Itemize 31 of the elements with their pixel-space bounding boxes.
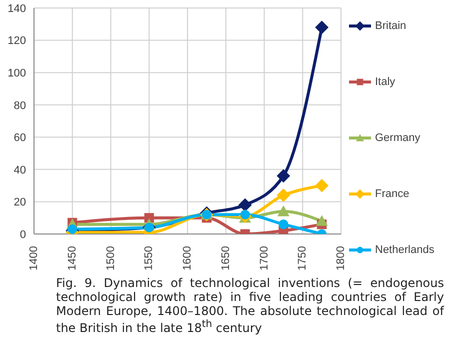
point: [316, 215, 328, 226]
x-tick-label: 1550: [143, 246, 156, 270]
point: [278, 220, 288, 230]
legend-label: Germany: [375, 132, 420, 144]
point: [276, 169, 290, 182]
y-tick-label: 100: [8, 67, 26, 80]
y-tick-label: 0: [20, 228, 26, 241]
point: [276, 188, 290, 202]
y-tick-label: 80: [14, 100, 26, 112]
x-tick-label: 1450: [66, 246, 78, 270]
x-tick-label: 1500: [104, 246, 117, 270]
legend-label: Netherlands: [375, 244, 434, 256]
legend-label: France: [375, 188, 410, 200]
caption: Fig. 9. Dynamics of technological inventions (= endogenous technological growth rate) in five leading countries of Early Modern Europe, 1400–1800. The absolute technological lead of the British in the late 18$^{th}$ century: [56, 276, 444, 335]
point: [277, 205, 290, 216]
legend-label: Britain: [375, 20, 406, 32]
y-tick-label: 40: [14, 164, 26, 176]
x-tick-label: 1400: [28, 246, 40, 270]
point: [238, 198, 252, 212]
x-tick-label: 1650: [220, 246, 232, 270]
y-tick-label: 140: [8, 2, 26, 15]
x-tick-label: 1700: [258, 246, 270, 270]
x-tick-label: 1800: [335, 246, 347, 270]
point: [315, 179, 328, 192]
y-tick-label: 20: [14, 196, 26, 209]
point: [315, 20, 328, 34]
y-tick-label: 120: [8, 35, 26, 48]
y-tick-label: 60: [14, 132, 26, 144]
x-tick-label: 1600: [182, 246, 194, 270]
legend-label: Italy: [375, 76, 396, 88]
x-tick-label: 1750: [296, 246, 309, 270]
